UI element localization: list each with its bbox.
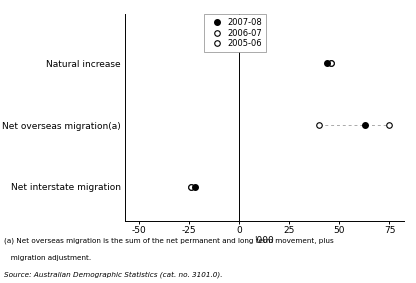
Text: Source: Australian Demographic Statistics (cat. no. 3101.0).: Source: Australian Demographic Statistic… (4, 272, 223, 278)
Legend: 2007-08, 2006-07, 2005-06: 2007-08, 2006-07, 2005-06 (204, 14, 267, 52)
X-axis label: '000: '000 (254, 236, 274, 245)
Text: (a) Net overseas migration is the sum of the net permanent and long term movemen: (a) Net overseas migration is the sum of… (4, 238, 334, 244)
Text: migration adjustment.: migration adjustment. (4, 255, 91, 261)
